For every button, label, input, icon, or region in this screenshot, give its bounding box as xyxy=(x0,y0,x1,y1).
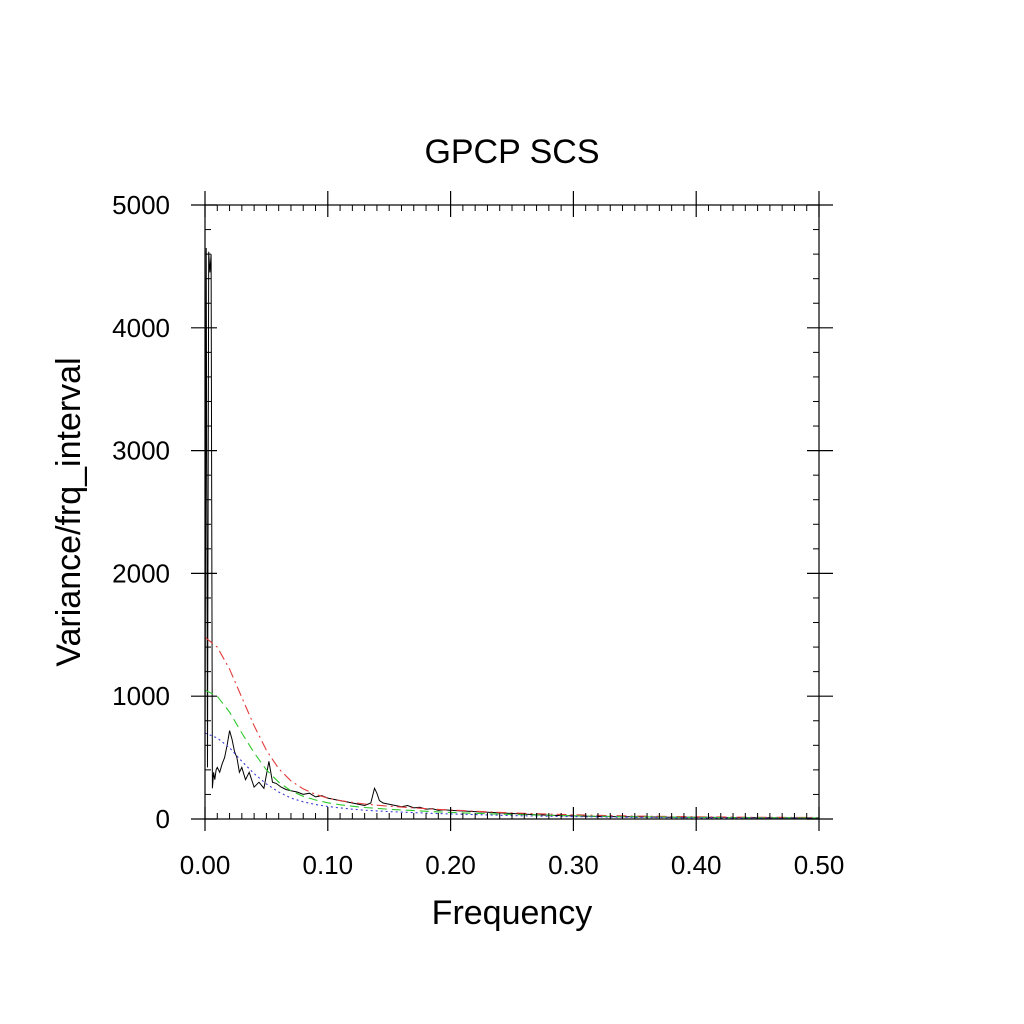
x-tick-label: 0.10 xyxy=(302,850,353,880)
x-tick-label: 0.20 xyxy=(425,850,476,880)
x-tick-label: 0.30 xyxy=(548,850,599,880)
axes-layer: 0.00 0.10 0.20 0.30 0.40 0.50 0 1000 2000 3000 400… xyxy=(112,190,844,880)
chart-title: GPCP SCS xyxy=(424,133,599,171)
red-noise-line xyxy=(204,689,820,819)
y-tick-label: 5000 xyxy=(112,190,170,220)
lower-confidence-line xyxy=(204,732,820,819)
y-tick-label: 4000 xyxy=(112,313,170,343)
x-tick-label: 0.00 xyxy=(180,850,231,880)
series-layer xyxy=(204,247,820,819)
upper-confidence-line xyxy=(204,636,820,819)
x-tick-label: 0.50 xyxy=(794,850,845,880)
y-tick-label: 0 xyxy=(156,804,170,834)
y-axis-label: Variance/frq_interval xyxy=(50,357,88,666)
plot-frame xyxy=(204,204,820,820)
spectrum-line xyxy=(204,247,820,819)
y-tick-label: 1000 xyxy=(112,681,170,711)
y-tick-label: 2000 xyxy=(112,558,170,588)
y-tick-label: 3000 xyxy=(112,436,170,466)
x-tick-label: 0.40 xyxy=(671,850,722,880)
x-axis-label: Frequency xyxy=(432,894,593,932)
